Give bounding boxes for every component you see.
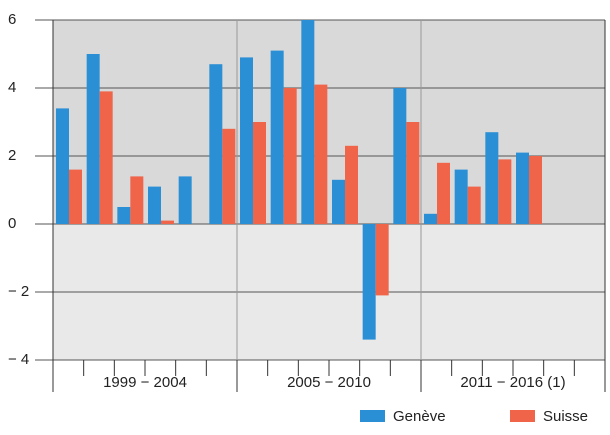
bar [178,176,192,224]
bar [253,122,266,224]
bar [69,169,82,224]
bar [362,224,376,340]
bar [529,156,542,224]
bar [222,128,236,224]
y-tick-label: 0 [8,215,16,232]
bar [117,207,131,224]
bar [86,54,100,224]
bar [406,122,420,224]
bar [240,57,253,225]
bar [161,220,174,224]
bar [437,162,450,224]
group-label: 2005 − 2010 [287,374,371,391]
legend-label: Suisse [543,408,588,425]
bar [332,179,345,224]
y-tick-label: − 2 [8,283,29,300]
plot-background [53,20,605,224]
y-tick-label: 2 [8,147,16,164]
bar [270,50,284,224]
legend-label: Genève [393,408,446,425]
bar [485,132,499,224]
bar [454,169,468,224]
bar [283,88,297,224]
bar [345,145,358,224]
legend-swatch [360,410,385,422]
bar [375,224,389,296]
bar [130,176,144,224]
bar [467,186,481,224]
bar [99,91,113,225]
legend-swatch [510,410,535,422]
bar [424,213,437,224]
bar [498,159,512,224]
bar [209,64,223,224]
group-label: 2011 − 2016 (1) [460,374,565,391]
bar [56,108,69,224]
bar [148,186,161,224]
y-tick-label: − 4 [8,351,29,368]
bar [301,20,315,224]
group-label: 1999 − 2004 [103,374,187,391]
y-tick-label: 4 [8,79,16,96]
y-tick-label: 6 [8,11,16,28]
bar [314,84,328,224]
bar [393,88,407,224]
bar [516,152,529,224]
